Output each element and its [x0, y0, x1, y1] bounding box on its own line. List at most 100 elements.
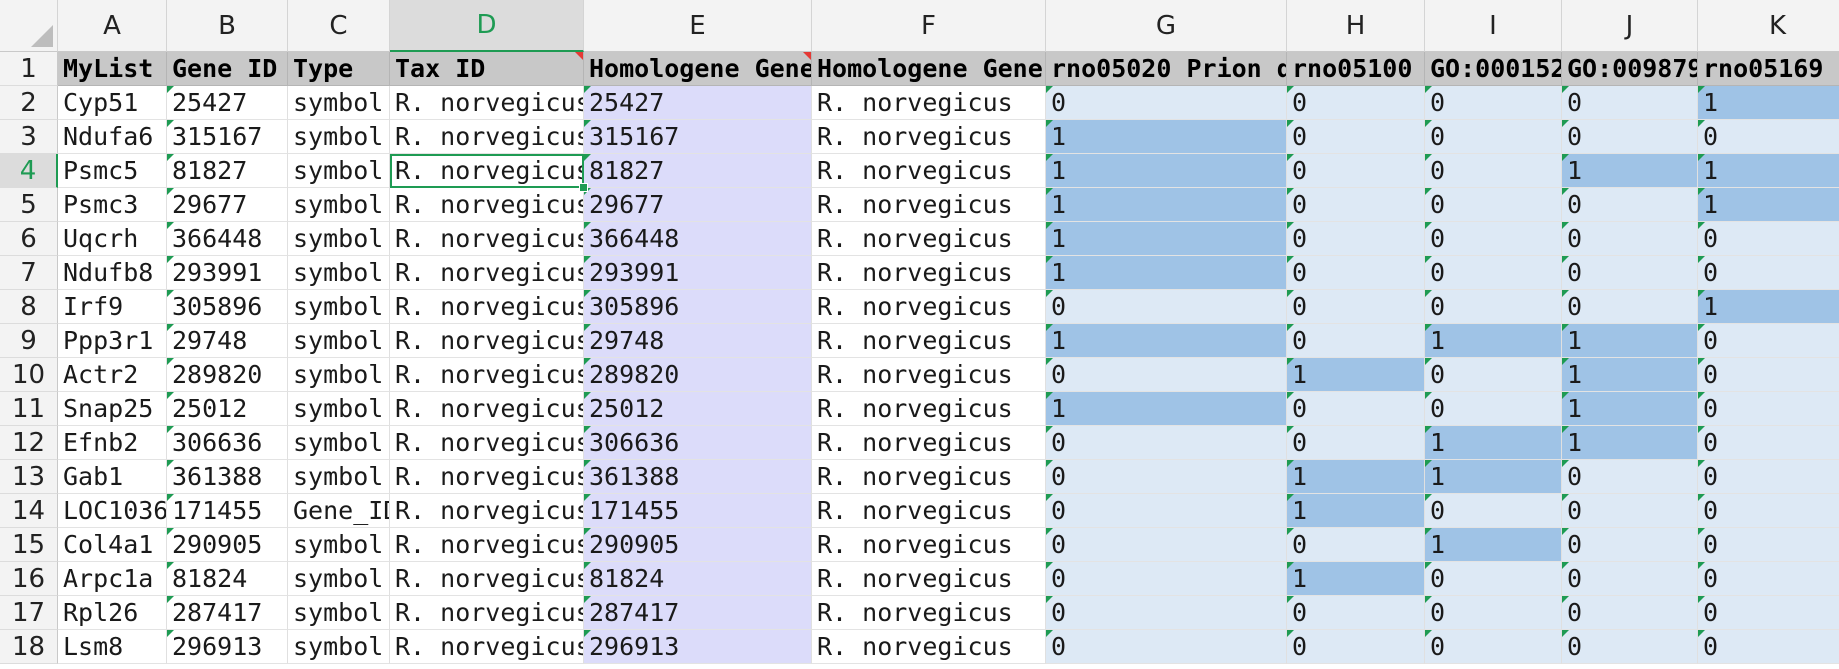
header-cell-a[interactable]: MyList: [58, 52, 167, 86]
table-cell[interactable]: 1: [1562, 358, 1698, 392]
table-cell[interactable]: 0: [1287, 222, 1425, 256]
table-cell[interactable]: 1: [1046, 222, 1287, 256]
header-cell-e[interactable]: Homologene Gene: [584, 52, 812, 86]
table-cell[interactable]: symbol: [288, 86, 390, 120]
table-cell[interactable]: 0: [1425, 290, 1562, 324]
table-cell[interactable]: 1: [1287, 460, 1425, 494]
header-cell-j[interactable]: GO:009879: [1562, 52, 1698, 86]
header-cell-c[interactable]: Type: [288, 52, 390, 86]
table-cell[interactable]: R. norvegicus: [812, 358, 1046, 392]
table-cell[interactable]: 305896: [167, 290, 288, 324]
table-cell[interactable]: R. norvegicus: [390, 596, 584, 630]
table-cell[interactable]: 0: [1698, 528, 1839, 562]
table-cell[interactable]: 0: [1046, 630, 1287, 664]
column-header-c[interactable]: C: [288, 0, 390, 52]
table-cell[interactable]: R. norvegicus: [390, 120, 584, 154]
active-cell[interactable]: R. norvegicus: [390, 154, 584, 188]
table-cell[interactable]: 0: [1698, 222, 1839, 256]
table-cell[interactable]: 0: [1698, 460, 1839, 494]
header-cell-b[interactable]: Gene ID: [167, 52, 288, 86]
table-cell[interactable]: LOC10368: [58, 494, 167, 528]
table-cell[interactable]: 0: [1425, 222, 1562, 256]
table-cell[interactable]: R. norvegicus: [390, 460, 584, 494]
header-cell-d[interactable]: Tax ID: [390, 52, 584, 86]
table-cell[interactable]: 0: [1698, 562, 1839, 596]
table-cell[interactable]: 171455: [584, 494, 812, 528]
table-cell[interactable]: Arpc1a: [58, 562, 167, 596]
table-cell[interactable]: 1: [1425, 426, 1562, 460]
table-cell[interactable]: R. norvegicus: [390, 290, 584, 324]
table-cell[interactable]: R. norvegicus: [390, 562, 584, 596]
table-cell[interactable]: 315167: [584, 120, 812, 154]
table-cell[interactable]: symbol: [288, 358, 390, 392]
table-cell[interactable]: symbol: [288, 596, 390, 630]
table-cell[interactable]: R. norvegicus: [390, 358, 584, 392]
select-all-corner[interactable]: [0, 0, 58, 52]
table-cell[interactable]: 0: [1562, 460, 1698, 494]
table-cell[interactable]: symbol: [288, 460, 390, 494]
header-cell-f[interactable]: Homologene Gene: [812, 52, 1046, 86]
table-cell[interactable]: 290905: [584, 528, 812, 562]
table-cell[interactable]: 0: [1046, 358, 1287, 392]
table-cell[interactable]: 0: [1046, 86, 1287, 120]
table-cell[interactable]: 0: [1046, 290, 1287, 324]
table-cell[interactable]: R. norvegicus: [812, 324, 1046, 358]
table-cell[interactable]: R. norvegicus: [812, 460, 1046, 494]
row-header[interactable]: 13: [0, 460, 58, 494]
table-cell[interactable]: symbol: [288, 120, 390, 154]
table-cell[interactable]: 29677: [167, 188, 288, 222]
table-cell[interactable]: 289820: [584, 358, 812, 392]
column-header-h[interactable]: H: [1287, 0, 1425, 52]
table-cell[interactable]: R. norvegicus: [812, 494, 1046, 528]
table-cell[interactable]: Irf9: [58, 290, 167, 324]
table-cell[interactable]: R. norvegicus: [390, 528, 584, 562]
column-header-j[interactable]: J: [1562, 0, 1698, 52]
table-cell[interactable]: 1: [1562, 154, 1698, 188]
table-cell[interactable]: R. norvegicus: [812, 562, 1046, 596]
row-header[interactable]: 9: [0, 324, 58, 358]
table-cell[interactable]: 306636: [167, 426, 288, 460]
table-cell[interactable]: Col4a1: [58, 528, 167, 562]
table-cell[interactable]: 0: [1562, 290, 1698, 324]
table-cell[interactable]: 0: [1425, 154, 1562, 188]
table-cell[interactable]: 0: [1046, 460, 1287, 494]
row-header[interactable]: 11: [0, 392, 58, 426]
table-cell[interactable]: 290905: [167, 528, 288, 562]
table-cell[interactable]: symbol: [288, 562, 390, 596]
table-cell[interactable]: 1: [1046, 188, 1287, 222]
row-header[interactable]: 7: [0, 256, 58, 290]
table-cell[interactable]: R. norvegicus: [390, 324, 584, 358]
row-header[interactable]: 17: [0, 596, 58, 630]
column-header-b[interactable]: B: [167, 0, 288, 52]
table-cell[interactable]: R. norvegicus: [812, 596, 1046, 630]
table-cell[interactable]: 293991: [167, 256, 288, 290]
table-cell[interactable]: symbol: [288, 290, 390, 324]
table-cell[interactable]: 1: [1562, 324, 1698, 358]
table-cell[interactable]: R. norvegicus: [390, 222, 584, 256]
row-header[interactable]: 16: [0, 562, 58, 596]
column-header-g[interactable]: G: [1046, 0, 1287, 52]
fill-handle[interactable]: [579, 183, 588, 192]
table-cell[interactable]: 0: [1698, 494, 1839, 528]
table-cell[interactable]: 0: [1425, 494, 1562, 528]
row-header[interactable]: 4: [0, 154, 58, 188]
table-cell[interactable]: 0: [1425, 596, 1562, 630]
table-cell[interactable]: 1: [1287, 494, 1425, 528]
table-cell[interactable]: 29748: [167, 324, 288, 358]
table-cell[interactable]: R. norvegicus: [812, 392, 1046, 426]
table-cell[interactable]: 1: [1562, 392, 1698, 426]
table-cell[interactable]: 0: [1562, 630, 1698, 664]
table-cell[interactable]: 0: [1046, 494, 1287, 528]
table-cell[interactable]: Gab1: [58, 460, 167, 494]
table-cell[interactable]: 305896: [584, 290, 812, 324]
table-cell[interactable]: Efnb2: [58, 426, 167, 460]
column-header-k[interactable]: K: [1698, 0, 1839, 52]
table-cell[interactable]: 0: [1698, 630, 1839, 664]
table-cell[interactable]: 0: [1425, 562, 1562, 596]
table-cell[interactable]: 0: [1287, 256, 1425, 290]
table-cell[interactable]: Lsm8: [58, 630, 167, 664]
row-header[interactable]: 5: [0, 188, 58, 222]
table-cell[interactable]: 315167: [167, 120, 288, 154]
table-cell[interactable]: 0: [1562, 596, 1698, 630]
table-cell[interactable]: symbol: [288, 256, 390, 290]
